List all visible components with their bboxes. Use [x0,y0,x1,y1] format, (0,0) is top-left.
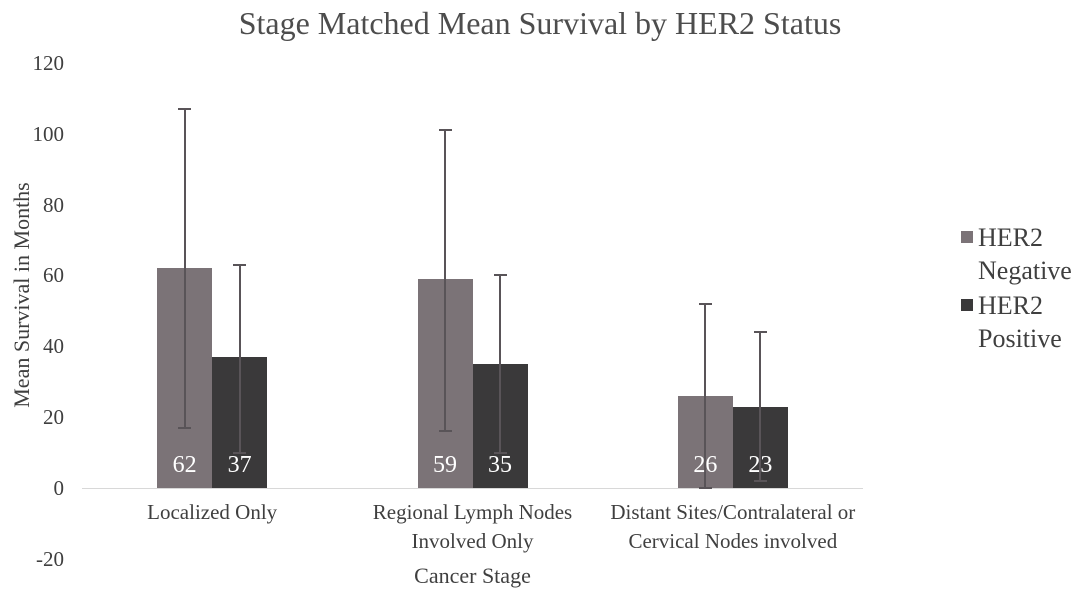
x-category-label: Regional Lymph Nodes Involved Only [313,498,633,556]
y-tick-label: 60 [43,263,64,288]
error-bar-cap-bottom [753,479,767,482]
legend: HER2 Negative HER2 Positive [961,221,1072,357]
legend-label-line: HER2 [978,223,1043,252]
legend-item-her2-negative: HER2 Negative [961,221,1072,287]
error-bar-cap-bottom [438,430,452,433]
error-bar-cap-top [438,129,452,132]
legend-label-line: HER2 [978,291,1043,320]
x-category-label: Distant Sites/Contralateral or Cervical N… [573,498,893,556]
error-bar-cap-top [493,274,507,277]
legend-label-line: Negative [978,256,1072,285]
x-category-label-line: Distant Sites/Contralateral or [610,500,856,524]
error-bar-cap-top [753,331,767,334]
legend-swatch-her2-positive [961,299,973,311]
x-axis-title: Cancer Stage [414,563,531,588]
bar-data-label: 62 [172,452,197,478]
error-bar-line [499,275,501,453]
legend-label-line: Positive [978,324,1062,353]
x-category-label-line: Localized Only [147,500,278,524]
error-bar-cap-top [233,263,247,266]
error-bar-line [183,109,186,428]
error-bar-line [444,130,446,432]
error-bar-line [704,303,707,488]
legend-swatch-her2-negative [961,231,973,243]
y-tick-label: 120 [32,50,65,75]
x-category-label-line: Involved Only [411,529,534,553]
error-bar-cap-bottom [698,487,712,489]
error-bar-cap-bottom [233,451,247,454]
x-category-label: Localized Only [52,498,372,527]
bar-data-label: 37 [227,452,252,478]
bar-data-label: 26 [693,452,718,478]
x-category-label-line: Regional Lymph Nodes [372,500,573,524]
y-tick-label: 80 [43,192,64,217]
bar-data-label: 35 [488,452,512,478]
legend-item-her2-positive: HER2 Positive [961,289,1072,355]
error-bar-line [238,264,241,453]
y-tick-label: 40 [43,334,64,359]
error-bar-cap-top [178,108,192,111]
x-axis-line [82,488,863,489]
error-bar-cap-bottom [493,451,507,454]
y-tick-label: 0 [53,476,65,500]
error-bar-line [759,332,762,481]
bar-data-label: 23 [748,452,773,478]
y-tick-label: -20 [36,546,64,571]
chart-title: Stage Matched Mean Survival by HER2 Stat… [238,5,842,41]
x-category-label-line: Cervical Nodes involved [628,529,838,553]
bar-data-label: 59 [433,452,457,478]
legend-label-her2-negative: HER2 Negative [978,221,1072,287]
y-tick-label: 20 [43,405,64,430]
y-tick-label: 100 [32,121,65,146]
error-bar-cap-top [698,302,712,305]
legend-label-her2-positive: HER2 Positive [978,289,1062,355]
error-bar-cap-bottom [178,426,192,429]
